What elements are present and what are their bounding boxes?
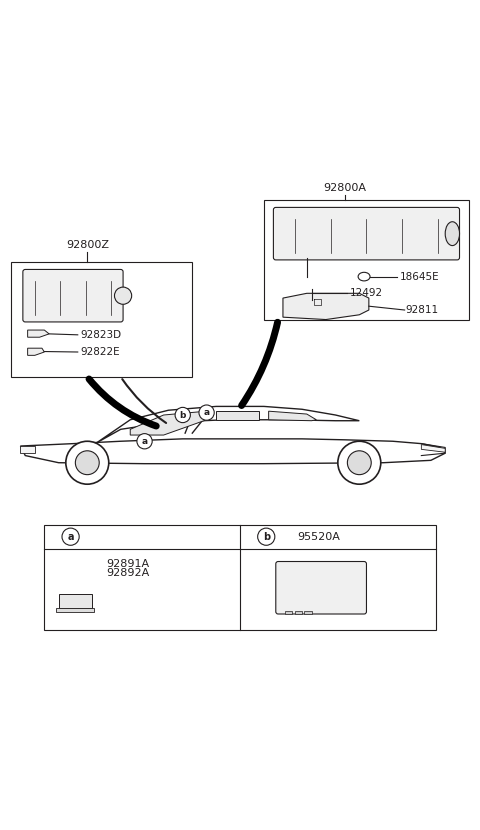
Polygon shape (216, 411, 259, 420)
Polygon shape (21, 446, 35, 453)
Polygon shape (28, 330, 49, 337)
Polygon shape (21, 439, 445, 464)
Bar (44, 525, 436, 630)
Circle shape (175, 408, 191, 422)
Text: 92891A: 92891A (107, 559, 149, 569)
Circle shape (62, 528, 79, 545)
Text: 18645E: 18645E (400, 271, 440, 281)
Ellipse shape (445, 222, 459, 246)
Text: a: a (67, 532, 74, 542)
Circle shape (115, 287, 132, 305)
Polygon shape (59, 594, 92, 608)
Text: a: a (204, 408, 210, 417)
Text: 92800Z: 92800Z (66, 241, 109, 251)
Text: 95520A: 95520A (297, 532, 340, 542)
Polygon shape (269, 411, 316, 421)
Text: 92823D: 92823D (80, 330, 121, 339)
Circle shape (338, 442, 381, 484)
Bar (11, 262, 192, 377)
Circle shape (75, 451, 99, 475)
Circle shape (258, 528, 275, 545)
Polygon shape (28, 349, 44, 355)
Polygon shape (97, 407, 360, 442)
Text: b: b (180, 411, 186, 419)
Polygon shape (283, 293, 369, 320)
Circle shape (137, 433, 152, 449)
Polygon shape (285, 611, 292, 614)
Circle shape (66, 442, 109, 484)
Polygon shape (295, 611, 302, 614)
Text: 92811: 92811 (406, 305, 439, 315)
Text: 92892A: 92892A (107, 569, 150, 579)
FancyBboxPatch shape (274, 208, 459, 260)
Polygon shape (56, 608, 95, 612)
Polygon shape (130, 411, 206, 435)
Text: 92800A: 92800A (324, 183, 367, 193)
Circle shape (199, 405, 214, 420)
Bar (264, 200, 469, 320)
Text: 12492: 12492 (350, 288, 383, 298)
Text: a: a (142, 437, 148, 446)
Ellipse shape (358, 272, 370, 281)
Text: b: b (263, 532, 270, 542)
Circle shape (348, 451, 371, 475)
FancyBboxPatch shape (276, 562, 366, 614)
Polygon shape (421, 445, 445, 452)
Text: 92822E: 92822E (80, 347, 120, 357)
FancyBboxPatch shape (23, 270, 123, 322)
Polygon shape (304, 611, 312, 614)
